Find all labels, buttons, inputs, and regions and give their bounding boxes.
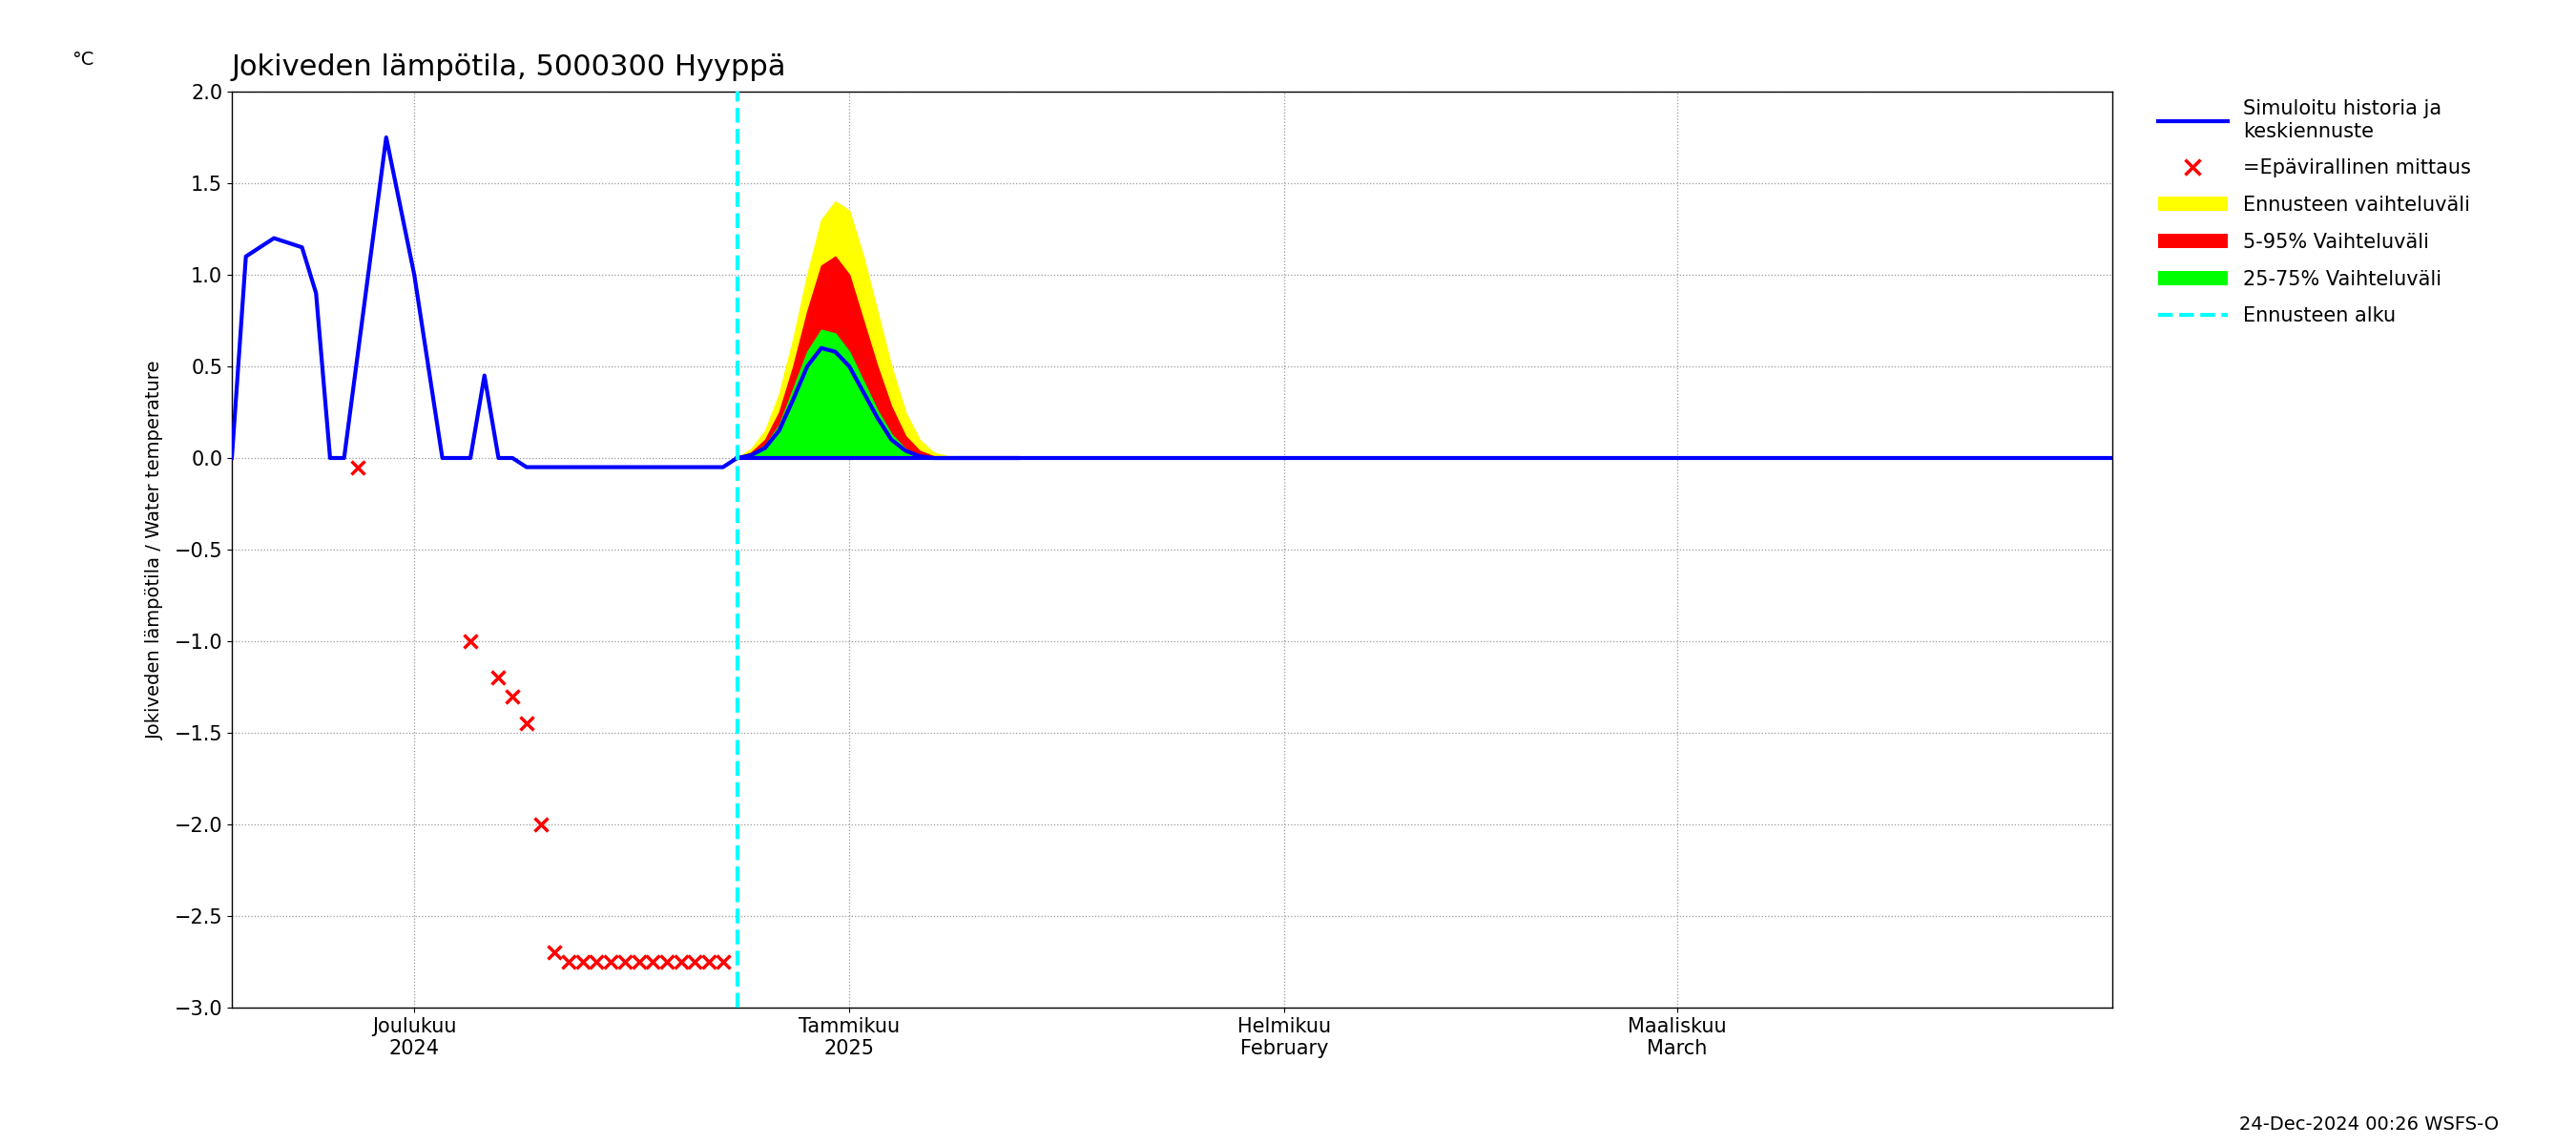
Y-axis label: Jokiveden lämpötila / Water temperature: Jokiveden lämpötila / Water temperature (144, 360, 165, 740)
Text: °C: °C (72, 50, 93, 69)
Legend: Simuloitu historia ja
keskiennuste, =Epävirallinen mittaus, Ennusteen vaihteluvä: Simuloitu historia ja keskiennuste, =Epä… (2151, 92, 2478, 333)
Text: Jokiveden lämpötila, 5000300 Hyyppä: Jokiveden lämpötila, 5000300 Hyyppä (232, 54, 786, 81)
Text: 24-Dec-2024 00:26 WSFS-O: 24-Dec-2024 00:26 WSFS-O (2239, 1115, 2499, 1134)
